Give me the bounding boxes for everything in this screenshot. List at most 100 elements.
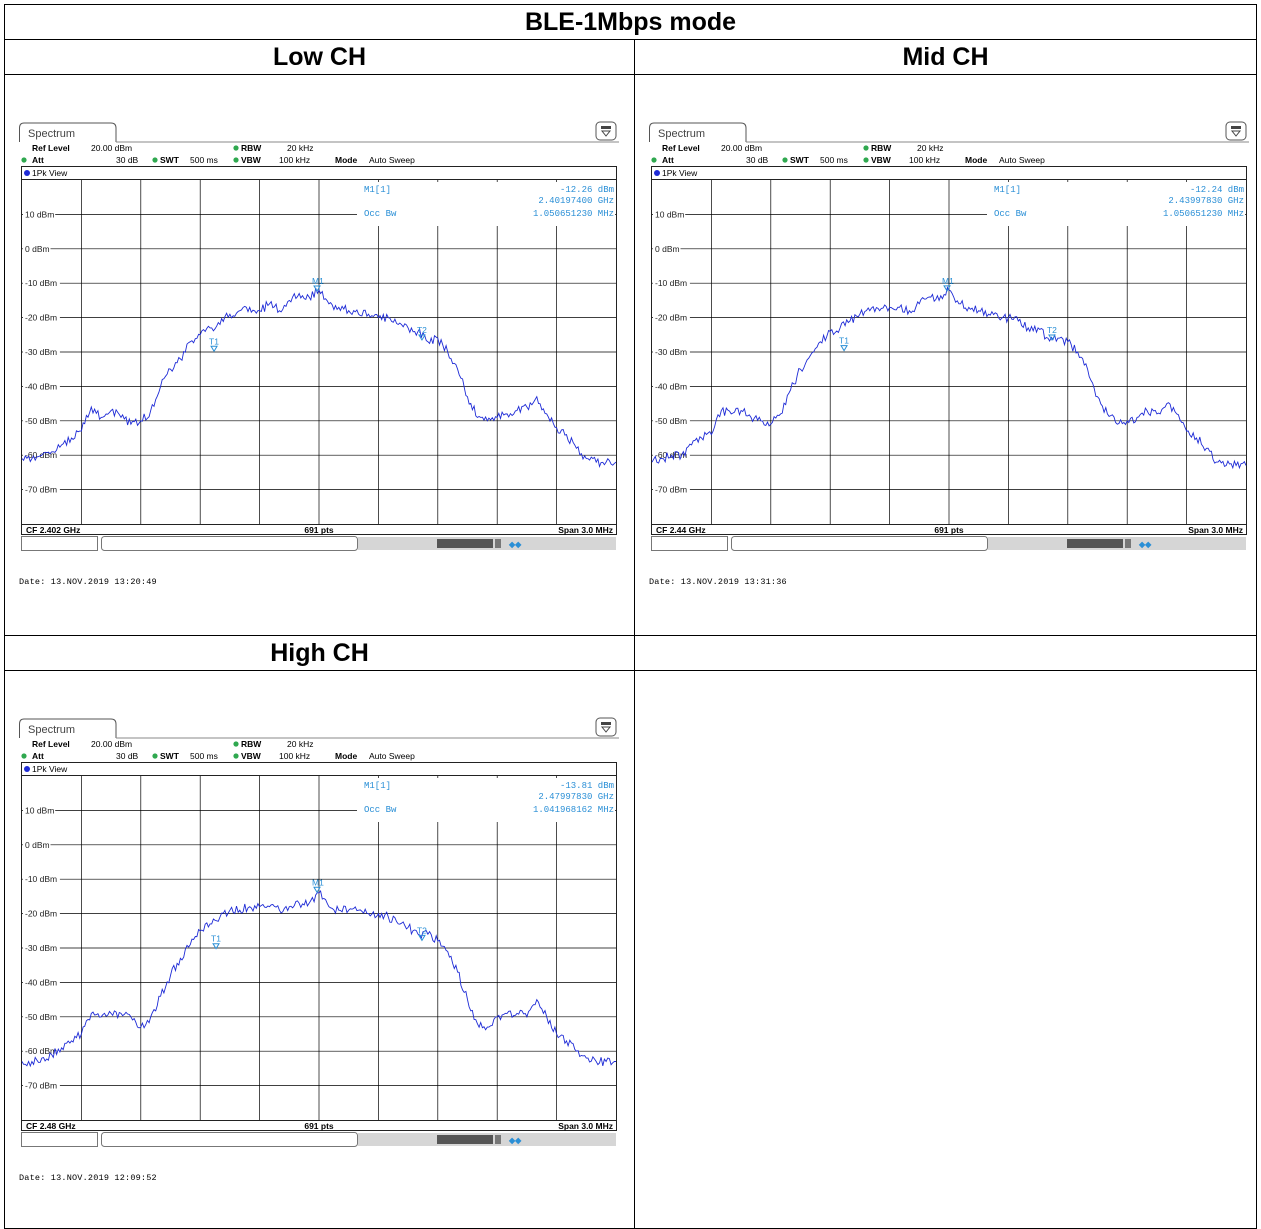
marker-triangle [418, 934, 426, 942]
progress-indicator [1067, 539, 1123, 548]
vbw-value: 100 kHz [279, 155, 310, 165]
y-tick-label: -20 dBm [25, 909, 57, 919]
y-tick-label-bg [23, 943, 60, 952]
y-tick-label-bg [23, 450, 60, 460]
y-tick-label: -20 dBm [655, 313, 687, 323]
swt-indicator-icon [152, 753, 158, 759]
marker-label: M1 [312, 877, 324, 887]
vbw-indicator-icon [233, 157, 239, 163]
softkey-input[interactable] [731, 536, 988, 551]
y-tick-label-bg [23, 209, 56, 219]
vbw-label: VBW [241, 155, 262, 165]
channel-title-mid: Mid CH [634, 39, 1257, 75]
vbw-value: 100 kHz [279, 751, 310, 761]
progress-indicator [437, 539, 493, 548]
empty-cell [634, 670, 1257, 1229]
ref-level-value: 20.00 dBm [91, 739, 132, 749]
swt-indicator-icon [782, 157, 788, 163]
rbw-value: 20 kHz [917, 143, 943, 153]
rbw-value: 20 kHz [287, 143, 313, 153]
mode-label: Mode [965, 155, 987, 165]
y-tick-label: 0 dBm [25, 244, 50, 254]
marker-name: M1[1] [364, 781, 391, 791]
occ-bw-label: Occ Bw [994, 209, 1027, 219]
softkey-input[interactable] [101, 1132, 358, 1147]
y-tick-label: -70 dBm [25, 485, 57, 495]
swt-label: SWT [160, 155, 180, 165]
att-indicator-icon [21, 157, 27, 163]
trace-indicator-icon [24, 170, 30, 176]
span-label: Span 3.0 MHz [1188, 525, 1243, 535]
spectrum-panel-low: Spectrum Ref Level 20.00 dBm RBW 20 kHz Att 30… [19, 120, 619, 590]
center-frequency: CF 2.402 GHz [26, 525, 80, 535]
menu-icon-bar [601, 722, 611, 725]
menu-icon-bar [1231, 126, 1241, 129]
marker-level: -12.24 dBm [1190, 185, 1244, 195]
occ-bw-label: Occ Bw [364, 209, 397, 219]
spectrum-tab[interactable] [19, 122, 117, 142]
marker-label: M1 [942, 276, 954, 286]
rbw-label: RBW [241, 143, 262, 153]
marker-level: -13.81 dBm [560, 781, 614, 791]
menu-icon-bar [601, 126, 611, 129]
y-tick-label-bg [23, 381, 60, 391]
spectrum-panel-high: Spectrum Ref Level 20.00 dBm RBW 20 kHz Att 30… [19, 716, 619, 1186]
y-tick-label-bg [23, 278, 60, 288]
trace-line [651, 286, 1247, 470]
y-tick-label-bg [653, 415, 690, 425]
y-tick-label-bg [653, 484, 690, 494]
occ-bw-label: Occ Bw [364, 805, 397, 815]
marker-triangle [210, 345, 218, 353]
y-tick-label: 10 dBm [25, 209, 54, 219]
ref-level-label: Ref Level [662, 143, 700, 153]
att-label: Att [32, 155, 44, 165]
date-stamp: Date: 13.NOV.2019 13:31:36 [649, 577, 787, 587]
spectrum-tab[interactable] [649, 122, 747, 142]
marker-triangle [840, 345, 848, 352]
y-tick-label: -50 dBm [25, 1012, 57, 1022]
marker-name: M1[1] [994, 185, 1021, 195]
marker-readout-bg [357, 778, 615, 822]
softkey-left[interactable] [651, 536, 728, 551]
span-label: Span 3.0 MHz [558, 525, 613, 535]
cell-high: Spectrum Ref Level 20.00 dBm RBW 20 kHz Att 30… [4, 670, 635, 1229]
occ-bw-value: 1.050651230 MHz [533, 209, 614, 219]
y-tick-label: -30 dBm [25, 943, 57, 953]
softkey-left[interactable] [21, 1132, 98, 1147]
vbw-label: VBW [871, 155, 892, 165]
rbw-indicator-icon [863, 145, 869, 151]
y-tick-label-bg [23, 805, 56, 815]
rbw-value: 20 kHz [287, 739, 313, 749]
softkey-left[interactable] [21, 536, 98, 551]
date-stamp: Date: 13.NOV.2019 12:09:52 [19, 1173, 157, 1183]
swt-value: 500 ms [190, 751, 218, 761]
vbw-label: VBW [241, 751, 262, 761]
lx-status-icon: ◆◆ [1138, 540, 1152, 549]
trace-indicator-icon [654, 170, 660, 176]
y-tick-label-bg [653, 381, 690, 391]
softkey-input[interactable] [101, 536, 358, 551]
page-title: BLE-1Mbps mode [4, 4, 1257, 40]
marker-label: T1 [839, 336, 849, 346]
y-tick-label-bg [23, 977, 60, 987]
spectrum-tab[interactable] [19, 718, 117, 738]
chevron-down-icon [1230, 130, 1242, 137]
y-tick-label: 10 dBm [655, 209, 684, 219]
progress-cap [495, 1135, 501, 1144]
marker-label: T2 [417, 325, 427, 335]
y-tick-label-bg [23, 415, 60, 425]
y-tick-label-bg [23, 1080, 60, 1090]
occ-bw-value: 1.041968162 MHz [533, 805, 614, 815]
results-table: BLE-1Mbps mode Low CH Mid CH Spectrum Ref… [4, 4, 1257, 1229]
marker-frequency: 2.47997830 GHz [538, 792, 614, 802]
points-label: 691 pts [304, 525, 334, 535]
swt-value: 500 ms [190, 155, 218, 165]
lx-status-icon: ◆◆ [508, 1136, 522, 1145]
y-tick-label-bg [653, 278, 690, 288]
att-indicator-icon [21, 753, 27, 759]
swt-label: SWT [160, 751, 180, 761]
marker-triangle [212, 943, 220, 950]
marker-readout-bg [357, 182, 615, 226]
rbw-indicator-icon [233, 741, 239, 747]
rbw-label: RBW [241, 739, 262, 749]
